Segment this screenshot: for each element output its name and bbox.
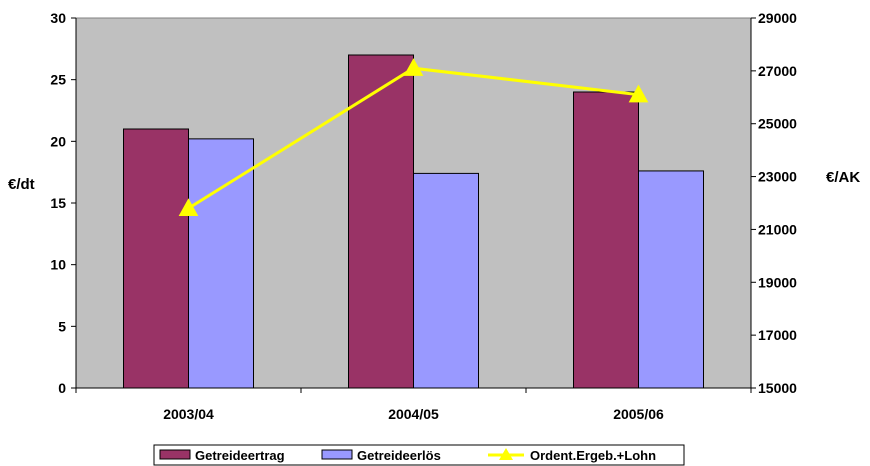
legend-label: Ordent.Ergeb.+Lohn bbox=[530, 448, 656, 463]
legend-box bbox=[153, 444, 685, 466]
y-tick-label: 25 bbox=[50, 72, 66, 88]
y2-tick-label: 21000 bbox=[758, 221, 797, 237]
y-tick-label: 10 bbox=[50, 257, 66, 273]
y-tick-label: 20 bbox=[50, 133, 66, 149]
legend-label: Getreideerlös bbox=[357, 448, 441, 463]
x-tick-label: 2004/05 bbox=[388, 406, 439, 422]
bar-getreideerl-s-2004-05 bbox=[413, 172, 479, 389]
tick-layer: 0 5 10 15 20 25 30 15000 17000 19000 21000 23000 250… bbox=[50, 10, 797, 422]
y-tick-label: 15 bbox=[50, 195, 66, 211]
y2-tick-label: 27000 bbox=[758, 63, 797, 79]
line-layer bbox=[178, 58, 649, 216]
bar-getreideertrag-2004-05 bbox=[348, 54, 414, 389]
y-tick-label: 5 bbox=[58, 318, 66, 334]
bar-getreideertrag-2003-04 bbox=[123, 128, 189, 389]
legend-swatch bbox=[159, 449, 191, 460]
x-tick-label: 2003/04 bbox=[163, 406, 214, 422]
bar-getreideerl-s-2005-06 bbox=[638, 170, 704, 389]
bar-layer bbox=[123, 54, 704, 389]
y2-tick-label: 15000 bbox=[758, 380, 797, 396]
y2-tick-label: 29000 bbox=[758, 10, 797, 26]
y2-tick-label: 19000 bbox=[758, 274, 797, 290]
bar-getreideerl-s-2003-04 bbox=[188, 138, 254, 389]
legend-swatch bbox=[321, 449, 353, 460]
y-axis-title: €/dt bbox=[8, 176, 35, 193]
x-tick-label: 2005/06 bbox=[613, 406, 664, 422]
legend-marker bbox=[499, 448, 513, 460]
line-marker-2005-06 bbox=[628, 84, 649, 103]
legend: Getreideertrag Getreideerlös Ordent.Ergeb.… bbox=[153, 444, 685, 466]
line-marker-2003-04 bbox=[178, 198, 199, 216]
legend-label: Getreideertrag bbox=[195, 448, 285, 463]
y2-axis-title: €/AK bbox=[826, 169, 860, 186]
y2-tick-label: 23000 bbox=[758, 169, 797, 185]
line-marker-2004-05 bbox=[403, 58, 424, 76]
y-tick-label: 0 bbox=[58, 380, 66, 396]
bar-getreideertrag-2005-06 bbox=[573, 91, 639, 389]
y2-tick-label: 17000 bbox=[758, 327, 797, 343]
y-tick-label: 30 bbox=[50, 10, 66, 26]
y2-tick-label: 25000 bbox=[758, 116, 797, 132]
